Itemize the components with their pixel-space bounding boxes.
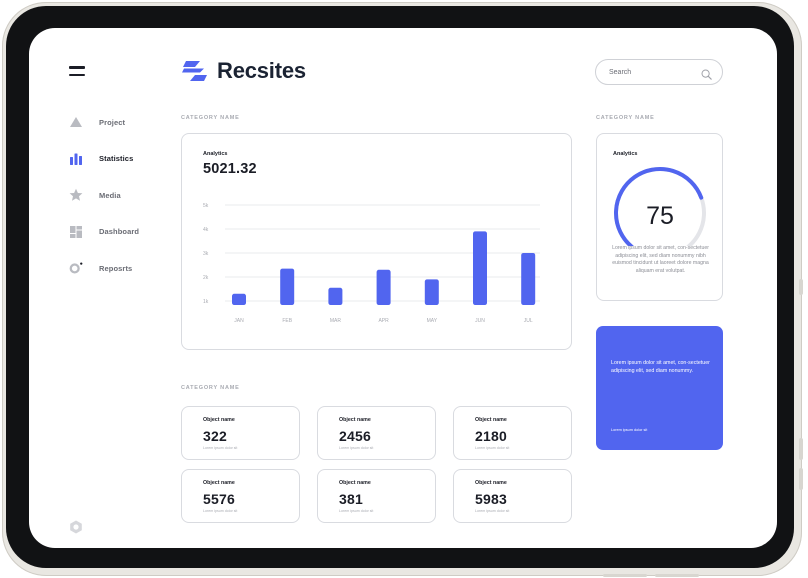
stat-label: Object name bbox=[203, 417, 235, 423]
y-tick-label: 5k bbox=[203, 203, 209, 209]
x-tick-label: FEB bbox=[282, 318, 292, 324]
sidebar-item-media[interactable]: Media bbox=[69, 185, 189, 205]
menu-icon[interactable] bbox=[69, 66, 85, 76]
x-tick-label: JAN bbox=[234, 318, 244, 324]
gauge-card-title: Analytics bbox=[613, 151, 638, 157]
stat-label: Object name bbox=[475, 417, 507, 423]
stat-value: 5983 bbox=[475, 491, 507, 507]
stat-label: Object name bbox=[339, 480, 371, 486]
promo-footer: Lorem ipsum dolor sit bbox=[611, 428, 648, 432]
stat-subtext: Lorem ipsum dolor sit bbox=[475, 509, 510, 513]
gauge-value: 75 bbox=[646, 202, 674, 230]
analytics-chart-card: Analytics 5021.32 1k 2k 3k 4k 5k JAN FEB MAR APR… bbox=[181, 133, 572, 350]
section-label: CATEGORY NAME bbox=[181, 385, 240, 391]
x-tick-label: MAY bbox=[427, 318, 438, 324]
promo-card[interactable]: Lorem ipsum dolor sit amet, con-sectetue… bbox=[596, 326, 723, 450]
sidebar-item-label: Project bbox=[99, 117, 126, 127]
search-bar[interactable]: Search bbox=[595, 59, 723, 85]
stat-subtext: Lorem ipsum dolor sit bbox=[203, 509, 238, 513]
tablet-top-button bbox=[655, 574, 699, 577]
settings-hexagon-icon[interactable] bbox=[69, 520, 83, 534]
y-tick-label: 4k bbox=[203, 227, 209, 233]
gauge-card: Analytics 75 Lorem ipsum dolor sit amet,… bbox=[596, 133, 723, 301]
stat-card[interactable]: Object name 381 Lorem ipsum dolor sit bbox=[317, 469, 436, 523]
tablet-side-button bbox=[799, 438, 803, 460]
stat-subtext: Lorem ipsum dolor sit bbox=[339, 509, 374, 513]
stat-label: Object name bbox=[475, 480, 507, 486]
section-label: CATEGORY NAME bbox=[596, 115, 655, 121]
logo-icon bbox=[181, 58, 209, 84]
brand[interactable]: Recsites bbox=[181, 58, 306, 84]
stat-card[interactable]: Object name 5983 Lorem ipsum dolor sit bbox=[453, 469, 572, 523]
y-tick-label: 2k bbox=[203, 275, 209, 281]
bar[interactable] bbox=[232, 293, 246, 305]
sidebar-item-project[interactable]: Project bbox=[69, 112, 189, 132]
bar-chart: 1k 2k 3k 4k 5k JAN FEB MAR APR MAY JUN JUL bbox=[203, 203, 540, 324]
sidebar-item-reports[interactable]: Reposrts bbox=[69, 258, 189, 278]
stat-subtext: Lorem ipsum dolor sit bbox=[339, 446, 374, 450]
bar[interactable] bbox=[328, 287, 343, 305]
gauge-description: Lorem ipsum dolor sit amet, con-sectetue… bbox=[612, 245, 709, 274]
reports-circle-icon bbox=[69, 261, 83, 275]
y-tick-label: 3k bbox=[203, 251, 209, 257]
bar[interactable] bbox=[473, 231, 487, 305]
stat-card[interactable]: Object name 322 Lorem ipsum dolor sit bbox=[181, 406, 300, 460]
sidebar-item-statistics[interactable]: Statistics bbox=[69, 149, 189, 169]
gauge-ring bbox=[614, 167, 706, 246]
tablet-side-button bbox=[799, 468, 803, 490]
bar[interactable] bbox=[376, 269, 391, 305]
bar[interactable] bbox=[424, 279, 439, 305]
tablet-side-button bbox=[799, 279, 803, 295]
stat-value: 322 bbox=[203, 428, 227, 444]
stat-value: 2180 bbox=[475, 428, 507, 444]
stat-card[interactable]: Object name 2180 Lorem ipsum dolor sit bbox=[453, 406, 572, 460]
x-tick-label: APR bbox=[378, 318, 389, 324]
bar-chart-icon bbox=[69, 152, 83, 166]
sidebar-item-label: Statistics bbox=[99, 154, 134, 163]
chart-card-value: 5021.32 bbox=[203, 161, 257, 177]
tablet-top-button bbox=[603, 574, 647, 577]
sidebar-item-label: Dashboard bbox=[99, 227, 140, 236]
stat-value: 381 bbox=[339, 491, 363, 507]
app-screen: Project Statistics Media Dashboard Repos… bbox=[29, 28, 777, 548]
star-icon bbox=[69, 188, 83, 202]
brand-name: Recsites bbox=[217, 58, 306, 83]
sidebar-item-label: Reposrts bbox=[99, 263, 133, 273]
stat-subtext: Lorem ipsum dolor sit bbox=[203, 446, 238, 450]
x-tick-label: JUL bbox=[524, 318, 533, 324]
stat-card[interactable]: Object name 2456 Lorem ipsum dolor sit bbox=[317, 406, 436, 460]
stat-value: 2456 bbox=[339, 428, 371, 444]
sidebar-nav: Project Statistics Media Dashboard Repos… bbox=[69, 112, 189, 295]
dashboard-grid-icon bbox=[69, 225, 83, 239]
sidebar-item-label: Media bbox=[99, 190, 121, 200]
search-input[interactable]: Search bbox=[609, 68, 632, 76]
stat-label: Object name bbox=[339, 417, 371, 423]
stat-value: 5576 bbox=[203, 491, 235, 507]
sidebar-item-dashboard[interactable]: Dashboard bbox=[69, 222, 189, 242]
x-tick-label: JUN bbox=[475, 318, 485, 324]
gauge-fill bbox=[614, 167, 704, 246]
promo-text: Lorem ipsum dolor sit amet, con-sectetue… bbox=[611, 360, 710, 374]
x-tick-label: MAR bbox=[330, 318, 342, 324]
triangle-icon bbox=[69, 115, 83, 129]
stat-label: Object name bbox=[203, 480, 235, 486]
stat-subtext: Lorem ipsum dolor sit bbox=[475, 446, 510, 450]
chart-card-title: Analytics bbox=[203, 151, 228, 157]
bar[interactable] bbox=[521, 253, 536, 305]
bar[interactable] bbox=[280, 268, 295, 305]
stat-card[interactable]: Object name 5576 Lorem ipsum dolor sit bbox=[181, 469, 300, 523]
section-label: CATEGORY NAME bbox=[181, 115, 240, 121]
y-tick-label: 1k bbox=[203, 299, 209, 305]
search-icon[interactable] bbox=[701, 67, 712, 80]
